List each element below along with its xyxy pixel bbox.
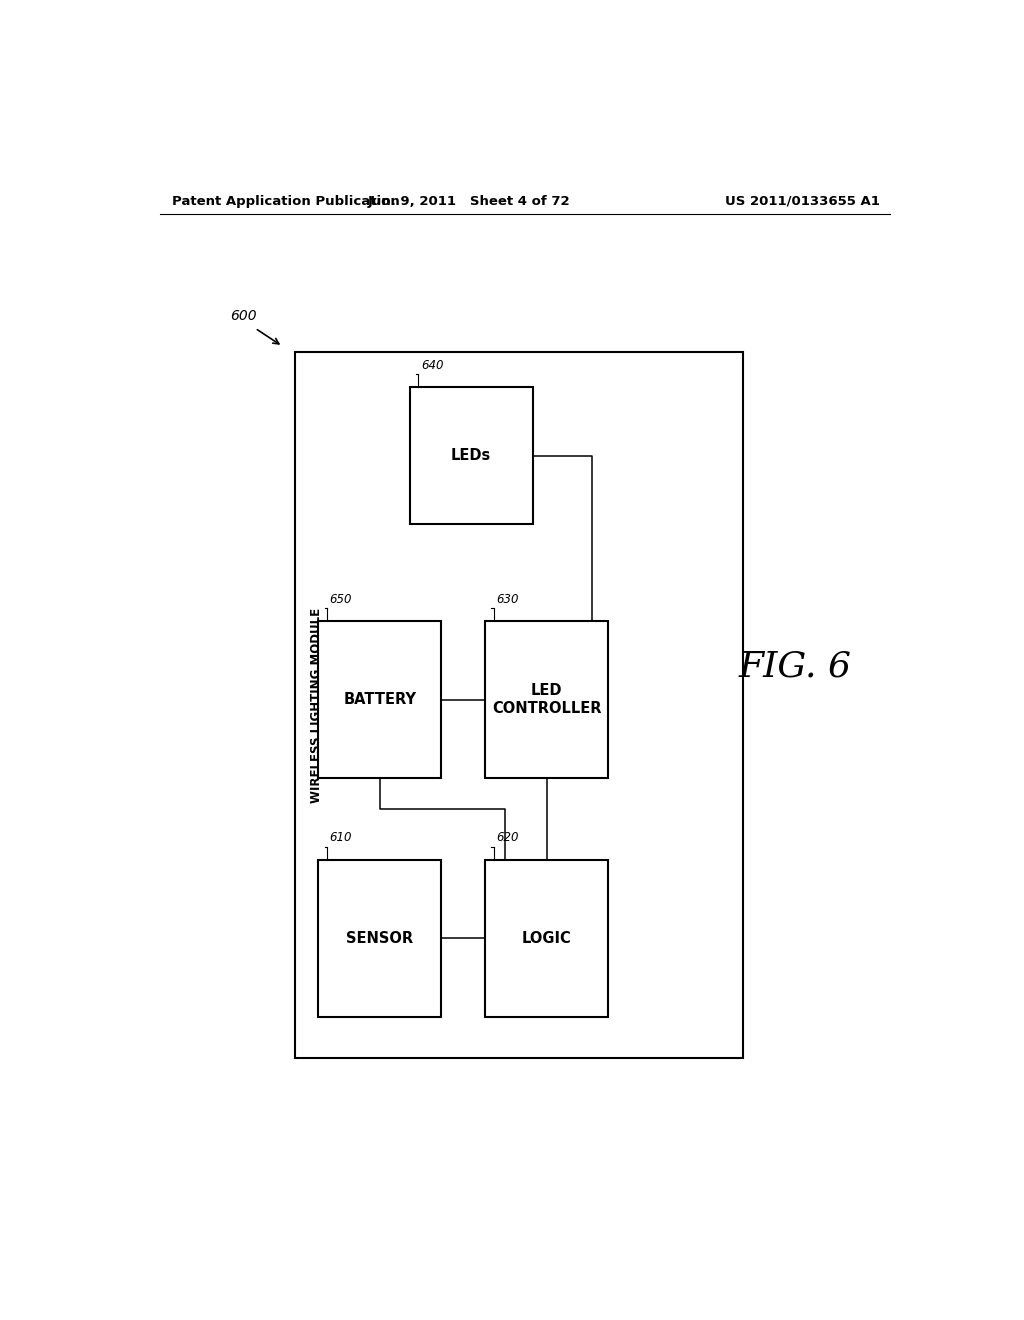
Text: 610: 610 (330, 832, 352, 845)
Text: 620: 620 (497, 832, 519, 845)
Bar (295, 351, 743, 1057)
Text: 630: 630 (497, 593, 519, 606)
Text: 640: 640 (421, 359, 443, 372)
Bar (485, 620, 608, 779)
Text: 650: 650 (330, 593, 352, 606)
Text: US 2011/0133655 A1: US 2011/0133655 A1 (725, 194, 880, 207)
Bar (485, 859, 608, 1018)
Bar (318, 859, 441, 1018)
Text: Jun. 9, 2011   Sheet 4 of 72: Jun. 9, 2011 Sheet 4 of 72 (368, 194, 570, 207)
Text: FIG. 6: FIG. 6 (738, 649, 851, 684)
Text: SENSOR: SENSOR (346, 931, 414, 946)
Text: LED
CONTROLLER: LED CONTROLLER (492, 684, 601, 715)
Text: 600: 600 (229, 309, 256, 323)
Bar (410, 387, 532, 524)
Text: Patent Application Publication: Patent Application Publication (172, 194, 399, 207)
Text: WIRELESS LIGHTING MODULE: WIRELESS LIGHTING MODULE (309, 607, 323, 803)
Text: LOGIC: LOGIC (522, 931, 571, 946)
Bar (318, 620, 441, 779)
Text: LEDs: LEDs (452, 449, 492, 463)
Text: BATTERY: BATTERY (343, 692, 417, 708)
